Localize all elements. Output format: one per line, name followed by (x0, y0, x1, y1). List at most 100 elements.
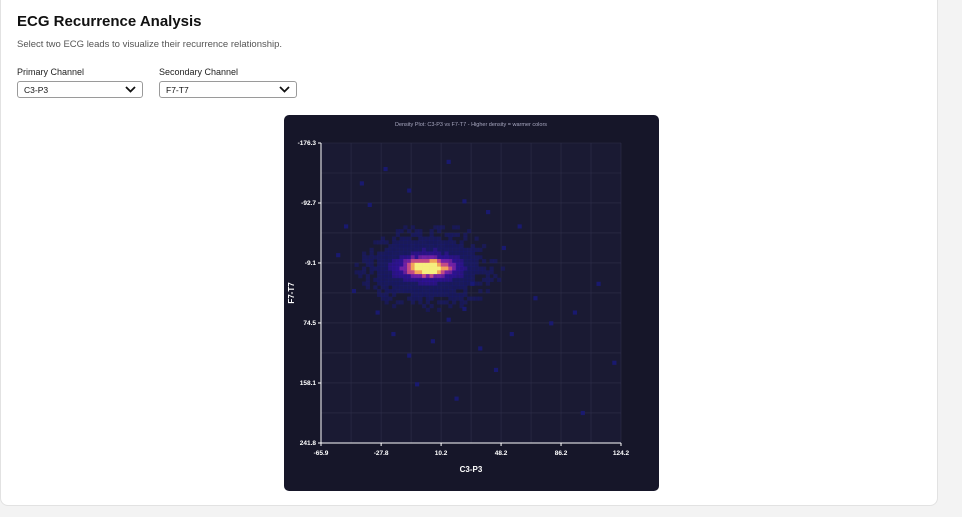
density-cell (414, 262, 419, 267)
density-cell (448, 244, 453, 249)
density-cell (384, 300, 389, 305)
density-cell (448, 259, 453, 264)
density-cell (455, 225, 460, 230)
density-cell (467, 274, 472, 279)
density-cell (482, 244, 487, 249)
density-cell (410, 292, 415, 297)
density-cell (399, 277, 404, 282)
density-cell (388, 251, 393, 256)
density-cell (448, 285, 453, 290)
density-cell (455, 255, 460, 260)
density-cell (425, 240, 430, 245)
density-cell (414, 292, 419, 297)
density-cell (478, 270, 483, 275)
density-cell (448, 274, 453, 279)
density-cell (388, 259, 393, 264)
density-cell (373, 277, 378, 282)
density-cell (377, 270, 382, 275)
density-cell (422, 251, 427, 256)
density-cell (470, 266, 475, 271)
density-cell (452, 240, 457, 245)
density-cell (448, 255, 453, 260)
density-cell (388, 262, 393, 267)
density-cell (403, 266, 408, 271)
density-cell (380, 240, 385, 245)
density-cell (509, 332, 514, 337)
density-cell (418, 277, 423, 282)
axes: -65.9 -27.8 10.2 48.2 86.2 124.2 -176.3 -92.7 -9… (298, 140, 630, 457)
density-cell (467, 247, 472, 252)
density-cell (467, 262, 472, 267)
density-cell (407, 266, 412, 271)
density-cell (410, 274, 415, 279)
density-cell (501, 245, 506, 251)
density-cell (377, 289, 382, 294)
density-cell (380, 285, 385, 290)
primary-channel-field: Primary Channel C3-P3 (17, 67, 143, 98)
y-tick-label: -176.3 (298, 140, 317, 147)
density-cell (459, 251, 464, 256)
density-cell (403, 270, 408, 275)
density-cell (433, 266, 438, 271)
density-cell (392, 285, 397, 290)
density-cell (403, 244, 408, 249)
density-cell (463, 277, 468, 282)
density-cell (459, 300, 464, 305)
density-cell (478, 296, 483, 301)
density-cell (403, 281, 408, 286)
density-cell (391, 332, 396, 337)
density-cell (474, 247, 479, 252)
density-cell (452, 251, 457, 256)
density-cell (407, 289, 412, 294)
density-cell (414, 289, 419, 294)
density-cell (437, 281, 442, 286)
density-cell (463, 232, 468, 237)
density-cell (418, 285, 423, 290)
density-cell (399, 259, 404, 264)
density-cell (367, 202, 372, 207)
density-cell (478, 255, 483, 260)
secondary-channel-select[interactable]: F7-T7 (159, 81, 297, 98)
density-cell (392, 236, 397, 241)
density-cell (407, 244, 412, 249)
density-cell (384, 292, 389, 297)
density-cell (388, 255, 393, 260)
density-cell (429, 296, 434, 301)
density-cell (433, 251, 438, 256)
density-cell (365, 259, 370, 264)
x-tick-label: 10.2 (435, 450, 448, 457)
density-cell (395, 232, 400, 237)
density-cell (448, 262, 453, 267)
density-cell (470, 270, 475, 275)
density-cell (403, 289, 408, 294)
density-cell (418, 251, 423, 256)
density-cell (415, 382, 420, 387)
density-cell (463, 251, 468, 256)
density-cell (403, 277, 408, 282)
density-cell (388, 270, 393, 275)
density-cell (407, 274, 412, 279)
density-cell (478, 346, 483, 351)
density-cell (399, 251, 404, 256)
density-cell (380, 281, 385, 286)
density-cell (388, 296, 393, 301)
density-cell (470, 262, 475, 267)
density-cell (388, 289, 393, 294)
density-cell (612, 360, 617, 365)
density-cell (429, 277, 434, 282)
density-cell (459, 240, 464, 245)
primary-channel-select[interactable]: C3-P3 (17, 81, 143, 98)
density-cell (384, 240, 389, 245)
density-cell (384, 266, 389, 271)
density-cell (414, 240, 419, 245)
density-cell (392, 240, 397, 245)
density-cell (395, 270, 400, 275)
density-cell (388, 274, 393, 279)
density-cell (437, 292, 442, 297)
density-cell (395, 255, 400, 260)
density-cell (474, 266, 479, 271)
density-cell (455, 285, 460, 290)
density-cell (429, 304, 434, 309)
density-cell (410, 247, 415, 252)
density-cell (425, 296, 430, 301)
